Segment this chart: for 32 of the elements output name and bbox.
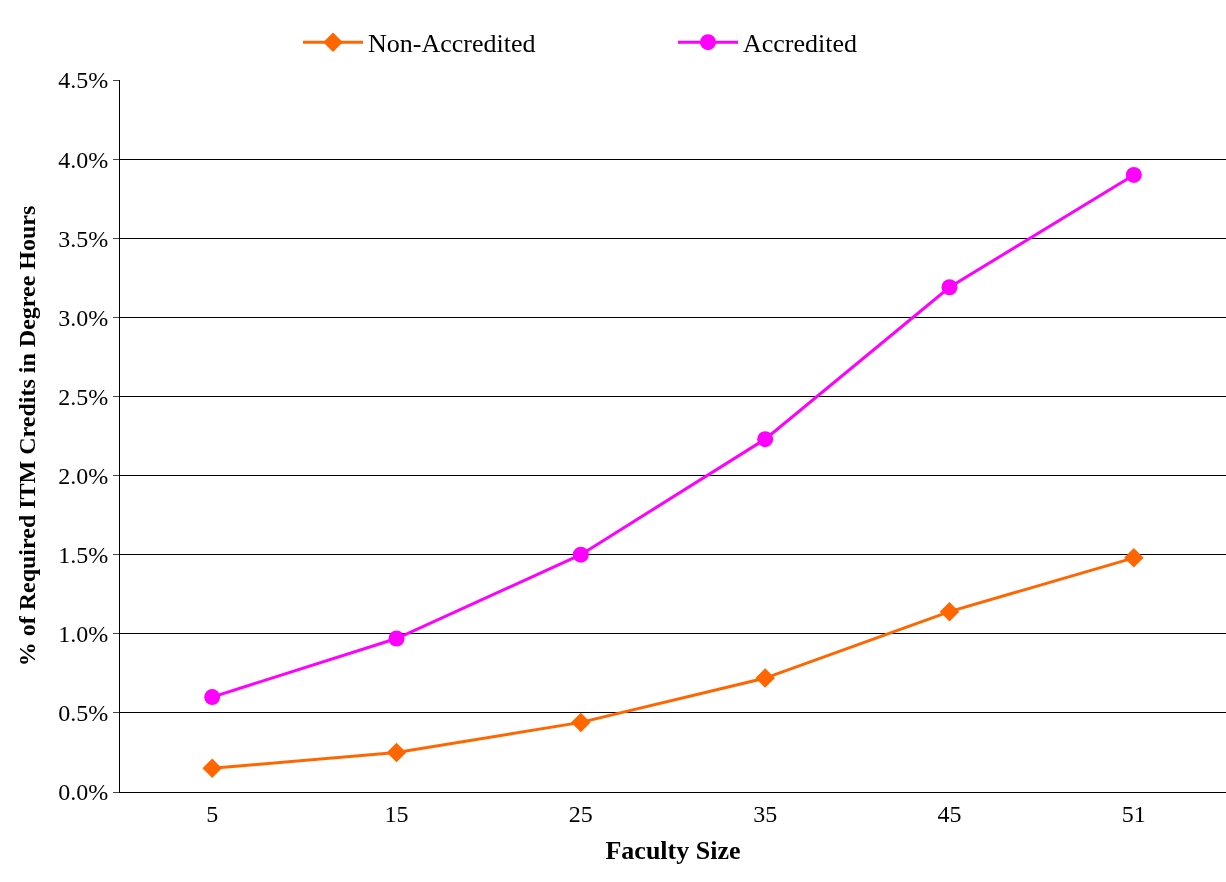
legend-label: Accredited (743, 29, 858, 59)
point (571, 712, 591, 733)
point (755, 668, 775, 688)
y-tick-label: 4.5% (58, 67, 109, 94)
point (386, 742, 407, 763)
x-tick-label: 15 (384, 800, 409, 827)
point (572, 546, 589, 563)
y-tick-label: 3.0% (58, 304, 109, 331)
x-axis-title: Faculty Size (605, 836, 741, 866)
x-tick-label: 25 (568, 800, 593, 827)
point (939, 601, 960, 622)
y-tick-label: 0.0% (58, 779, 109, 806)
x-tick-label: 51 (1121, 800, 1146, 827)
y-tick-label: 2.0% (58, 462, 109, 489)
point (1124, 548, 1144, 568)
y-tick-label: 1.0% (58, 621, 109, 648)
y-tick-label: 0.5% (58, 700, 109, 727)
point (757, 431, 774, 448)
y-tick-label: 2.5% (58, 383, 109, 410)
y-tick-label: 4.0% (58, 146, 109, 173)
point (1125, 166, 1142, 183)
y-axis-title: % of Required ITM Credits in Degree Hours (14, 205, 41, 667)
point (202, 758, 222, 779)
x-tick-label: 45 (937, 800, 962, 827)
point (388, 630, 405, 647)
point (204, 689, 221, 706)
y-tick-label: 3.5% (58, 225, 109, 252)
point (941, 279, 958, 296)
x-tick-label: 35 (753, 800, 778, 827)
y-tick-label: 1.5% (58, 542, 109, 569)
x-tick-label: 5 (206, 800, 219, 827)
legend-label: Non-Accredited (368, 29, 536, 59)
